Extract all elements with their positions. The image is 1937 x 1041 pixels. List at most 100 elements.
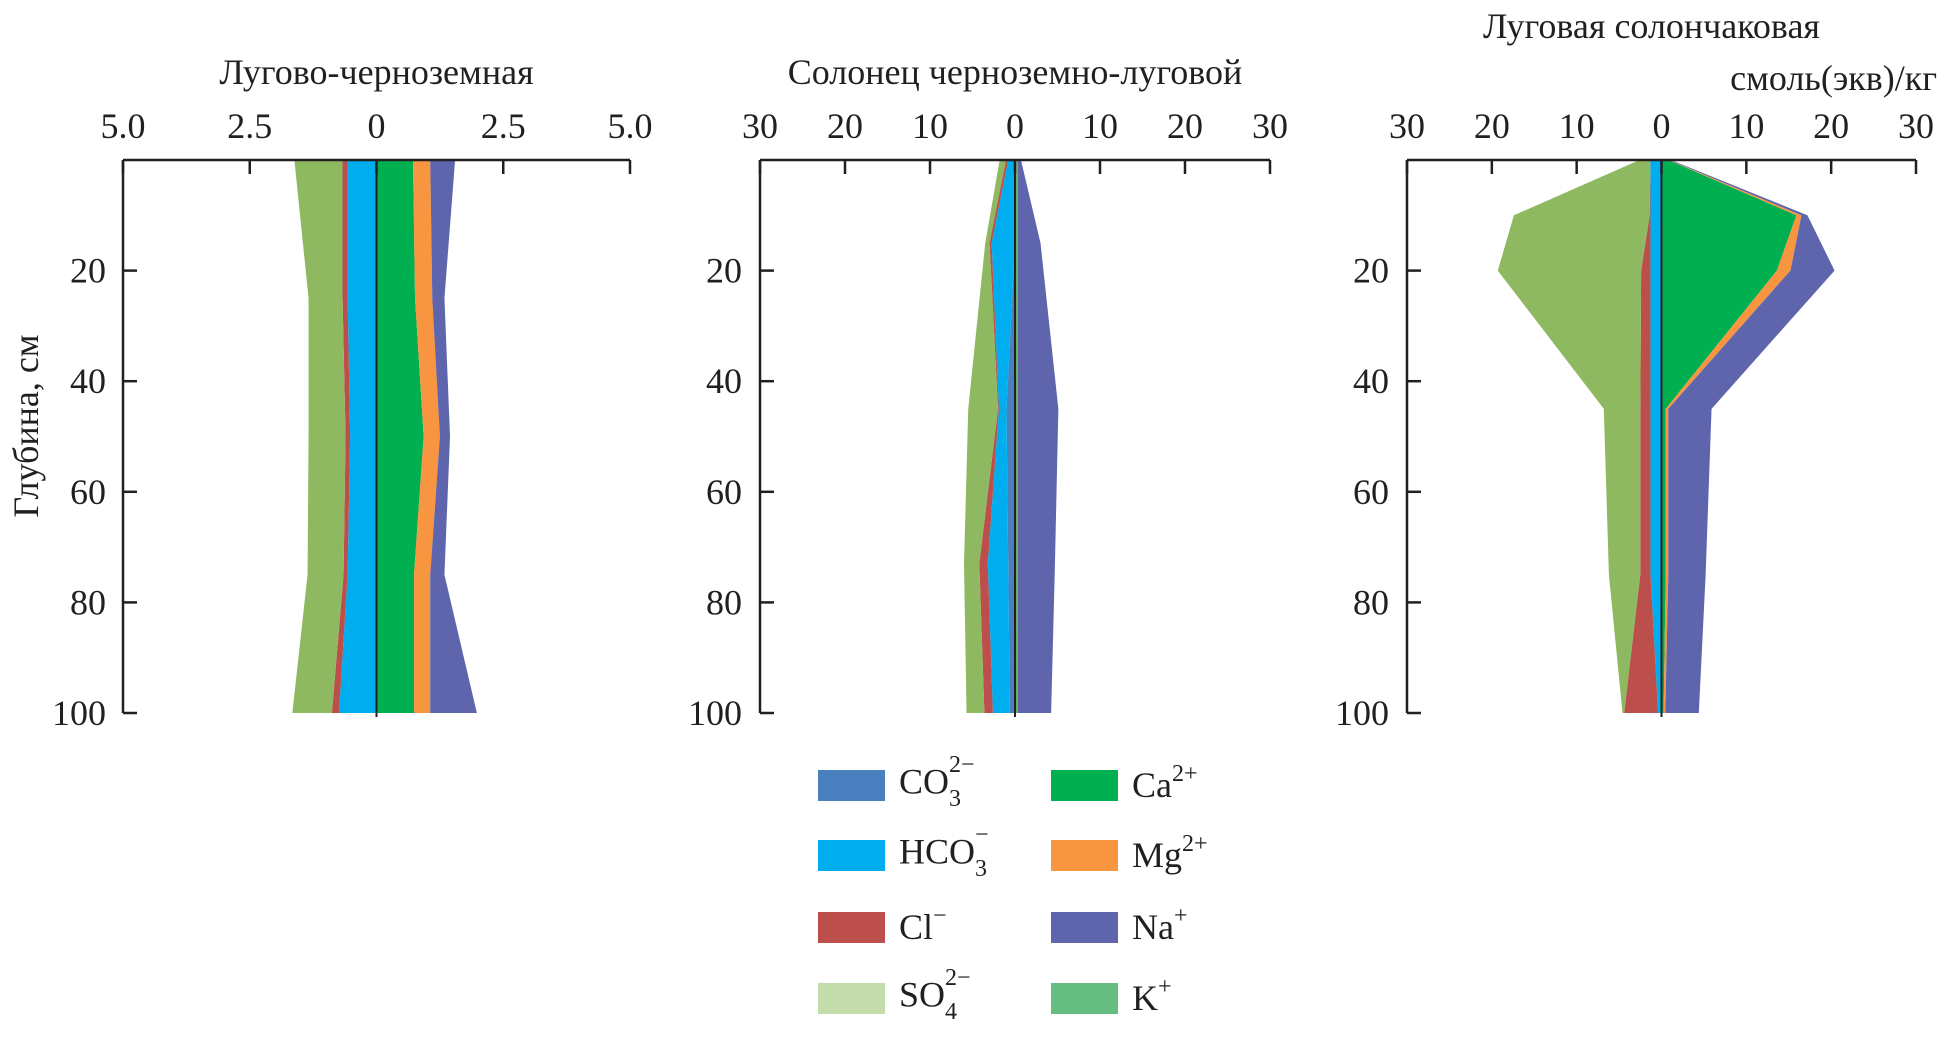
- y-tick-label: 60: [706, 472, 742, 512]
- legend-label: Mg2+: [1132, 832, 1208, 875]
- legend-label-base: HCO: [899, 831, 976, 872]
- legend-label-subscript: 4: [945, 999, 958, 1025]
- legend-item-so4: SO 2− 4: [818, 966, 971, 1024]
- legend-item-hco3: HCO − 3: [818, 823, 989, 881]
- area-so4-anion: [964, 160, 1006, 713]
- area-na-cation: [1665, 160, 1835, 713]
- legend-item-ca: Ca2+: [1051, 762, 1198, 805]
- x-tick-label: 30: [1252, 106, 1288, 146]
- x-tick-label: 10: [1728, 106, 1764, 146]
- legend-label-base: Mg: [1132, 835, 1183, 875]
- legend-label-charge: 2+: [1182, 831, 1208, 857]
- legend-label-base: Cl: [899, 907, 934, 947]
- y-tick-label: 80: [70, 582, 106, 622]
- unit-label: смоль(экв)/кг: [1730, 58, 1937, 98]
- legend-label-subscript: 3: [949, 786, 962, 812]
- area-co3-anion: [1006, 160, 1015, 713]
- legend-swatch: [818, 769, 885, 801]
- legend-label: Ca2+: [1132, 762, 1198, 805]
- legend-label-base: Ca: [1132, 765, 1172, 805]
- legend-label-base: SO: [899, 974, 946, 1015]
- area-ca-cation: [376, 160, 424, 713]
- x-tick-label: 2.5: [481, 106, 526, 146]
- legend-label: Cl−: [899, 904, 947, 947]
- area-hco3-anion: [987, 160, 1015, 713]
- chart-title: Солонец черноземно-луговой: [788, 52, 1242, 92]
- y-tick-label: 60: [70, 472, 106, 512]
- legend-item-co3: CO 2− 3: [818, 753, 975, 811]
- area-so4-anion: [1497, 160, 1651, 713]
- area-mg-cation: [413, 160, 440, 713]
- y-tick-label: 20: [1353, 251, 1389, 291]
- legend-label-charge: −: [975, 822, 989, 848]
- y-tick-label: 40: [70, 361, 106, 401]
- legend-label-subscript: 3: [975, 856, 988, 882]
- chart-title: Лугово-черноземная: [219, 52, 533, 92]
- legend-swatch: [818, 911, 885, 943]
- x-tick-label: 30: [1898, 106, 1934, 146]
- legend-label-base: Na: [1132, 907, 1174, 947]
- y-tick-label: 100: [52, 693, 106, 733]
- chart-panel-1: 5.0 2.5 0 2.5 5.0 20 40 60 80 100 Лугово-черноземн…: [6, 52, 653, 733]
- legend-label: HCO − 3: [899, 823, 989, 882]
- x-tick-label: 30: [1389, 106, 1425, 146]
- y-tick-label: 100: [1335, 693, 1389, 733]
- legend-label-charge: 2+: [1172, 761, 1198, 787]
- legend-label-charge: +: [1158, 974, 1172, 1000]
- legend-item-na: Na+: [1051, 904, 1188, 947]
- x-tick-label: 0: [368, 106, 386, 146]
- area-cl-anion: [979, 160, 1009, 713]
- x-tick-label: 20: [827, 106, 863, 146]
- y-tick-label: 20: [706, 251, 742, 291]
- legend-item-k: K+: [1051, 975, 1172, 1018]
- x-tick-label: 5.0: [608, 106, 653, 146]
- y-tick-label: 40: [706, 361, 742, 401]
- area-so4-anion: [292, 160, 346, 713]
- area-na-cation: [1017, 160, 1059, 713]
- legend-label-charge: +: [1173, 903, 1188, 929]
- legend-swatch: [1051, 982, 1118, 1014]
- legend-label-charge: −: [933, 903, 947, 929]
- area-cl-anion: [1624, 160, 1659, 713]
- x-tick-label: 5.0: [101, 106, 146, 146]
- y-tick-label: 20: [70, 251, 106, 291]
- area-hco3-anion: [338, 160, 377, 713]
- area-ca-cation: [1661, 160, 1797, 713]
- y-tick-label: 80: [706, 582, 742, 622]
- legend-label-charge: 2−: [949, 752, 975, 778]
- x-tick-label: 20: [1474, 106, 1510, 146]
- x-tick-label: 0: [1653, 106, 1671, 146]
- y-tick-label: 80: [1353, 582, 1389, 622]
- area-mg-cation: [1016, 160, 1018, 713]
- legend-label: K+: [1132, 975, 1172, 1018]
- area-cl-anion: [331, 160, 351, 713]
- x-tick-label: 0: [1006, 106, 1024, 146]
- legend-swatch: [818, 982, 885, 1014]
- legend-item-mg: Mg2+: [1051, 832, 1208, 875]
- area-na-cation: [430, 160, 477, 713]
- x-tick-label: 10: [1559, 106, 1595, 146]
- y-tick-label: 100: [688, 693, 742, 733]
- chart-title: Луговая солончаковая: [1483, 6, 1820, 46]
- x-tick-label: 2.5: [227, 106, 272, 146]
- y-tick-label: 40: [1353, 361, 1389, 401]
- legend-label-base: CO: [899, 761, 950, 802]
- legend-label-charge: 2−: [945, 965, 971, 991]
- y-axis-label: Глубина, см: [6, 334, 46, 517]
- legend-item-cl: Cl−: [818, 904, 947, 947]
- legend-label: SO 2− 4: [899, 966, 971, 1025]
- y-tick-label: 60: [1353, 472, 1389, 512]
- x-tick-label: 20: [1813, 106, 1849, 146]
- legend-label-base: K: [1132, 978, 1158, 1018]
- legend-label: Na+: [1132, 904, 1188, 947]
- legend-label: CO 2− 3: [899, 753, 975, 812]
- legend-swatch: [1051, 769, 1118, 801]
- legend-swatch: [1051, 839, 1118, 871]
- x-tick-label: 10: [1082, 106, 1118, 146]
- area-hco3-anion: [1650, 160, 1662, 713]
- legend-swatch: [1051, 911, 1118, 943]
- legend-swatch: [818, 839, 885, 871]
